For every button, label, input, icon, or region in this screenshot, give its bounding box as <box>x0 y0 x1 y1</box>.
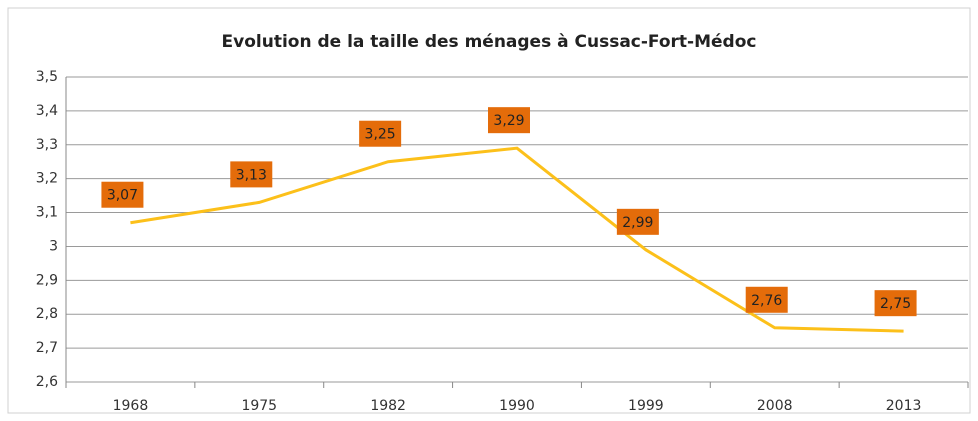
data-label: 3,25 <box>365 127 396 143</box>
y-tick-label: 3,1 <box>36 205 58 221</box>
x-tick-label: 1982 <box>370 398 406 414</box>
y-tick-label: 2,7 <box>36 340 58 356</box>
y-tick-label: 2,8 <box>36 306 58 322</box>
chart-frame <box>7 7 971 414</box>
x-tick-label: 1990 <box>499 398 535 414</box>
data-label: 3,29 <box>493 113 524 129</box>
y-tick-label: 3,3 <box>36 137 58 153</box>
data-label-box <box>488 107 530 134</box>
chart-title: Evolution de la taille des ménages à Cus… <box>222 32 757 52</box>
data-label: 2,99 <box>622 215 653 231</box>
y-tick-label: 3,2 <box>36 171 58 187</box>
data-label-box <box>874 290 917 317</box>
data-label-box <box>101 181 144 208</box>
x-tick-label: 1999 <box>628 398 664 414</box>
x-tick-label: 2008 <box>757 398 793 414</box>
data-label: 2,76 <box>751 293 782 309</box>
data-line <box>130 146 904 333</box>
y-tick-label: 3,5 <box>36 69 58 85</box>
x-tick-label: 1975 <box>241 398 277 414</box>
data-label: 3,07 <box>107 188 138 204</box>
data-label-box <box>230 161 273 188</box>
x-tick-label: 1968 <box>113 398 149 414</box>
data-label-box <box>359 120 402 147</box>
y-tick-label: 2,6 <box>36 374 58 390</box>
x-tick-label: 2013 <box>886 398 922 414</box>
data-label: 2,75 <box>880 296 911 312</box>
data-label: 3,13 <box>236 167 267 183</box>
y-tick-label: 3 <box>49 238 58 254</box>
data-label-box <box>745 286 788 313</box>
y-tick-label: 2,9 <box>36 272 58 288</box>
y-tick-label: 3,4 <box>36 103 58 119</box>
data-label-box <box>616 208 659 235</box>
